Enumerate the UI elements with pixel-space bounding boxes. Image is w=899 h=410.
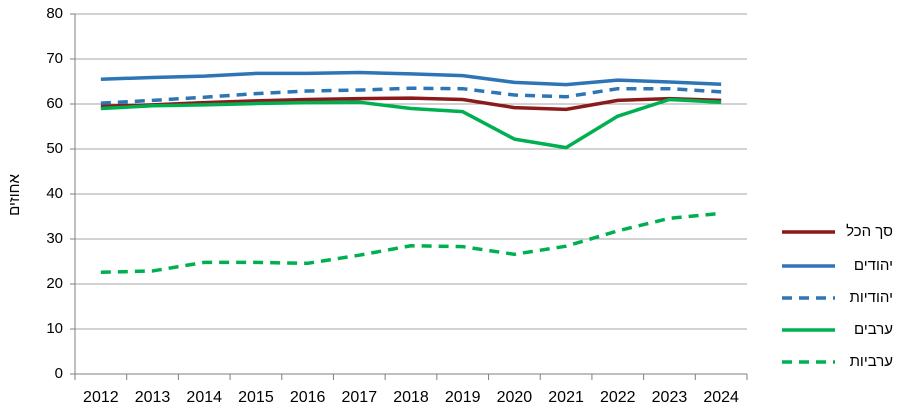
series-line — [100, 86, 722, 105]
y-tick-label: 60 — [46, 95, 63, 112]
y-tick-label: 20 — [46, 275, 63, 292]
y-tick-label: 70 — [46, 50, 63, 67]
x-tick-label: 2012 — [83, 389, 119, 406]
x-tick-label: 2017 — [342, 389, 378, 406]
x-tick-label: 2021 — [548, 389, 584, 406]
y-tick-label: 50 — [46, 140, 63, 157]
series-line — [100, 96, 722, 112]
y-axis-label: אחוזים — [6, 174, 23, 216]
y-tick-label: 0 — [55, 365, 63, 382]
x-tick-label: 2019 — [445, 389, 481, 406]
y-tick-label: 40 — [46, 185, 63, 202]
x-tick-label: 2018 — [393, 389, 429, 406]
x-tick-label: 2022 — [600, 389, 636, 406]
y-tick-label: 10 — [46, 320, 63, 337]
x-tick-label: 2023 — [652, 389, 688, 406]
x-tick-label: 2015 — [238, 389, 274, 406]
x-tick-label: 2013 — [135, 389, 171, 406]
y-tick-label: 30 — [46, 230, 63, 247]
legend-label: ערבים — [854, 321, 893, 338]
series-line — [100, 211, 722, 275]
legend-label: יהודיות — [850, 289, 893, 306]
x-tick-label: 2014 — [186, 389, 222, 406]
legend-label: ערביות — [850, 353, 893, 370]
x-tick-label: 2024 — [703, 389, 739, 406]
y-tick-label: 80 — [46, 5, 63, 22]
legend-label: סך הכל — [846, 223, 893, 240]
x-tick-label: 2016 — [290, 389, 326, 406]
series-line — [100, 97, 722, 150]
series-line — [100, 70, 722, 87]
x-tick-label: 2020 — [497, 389, 533, 406]
legend-label: יהודים — [854, 257, 893, 274]
